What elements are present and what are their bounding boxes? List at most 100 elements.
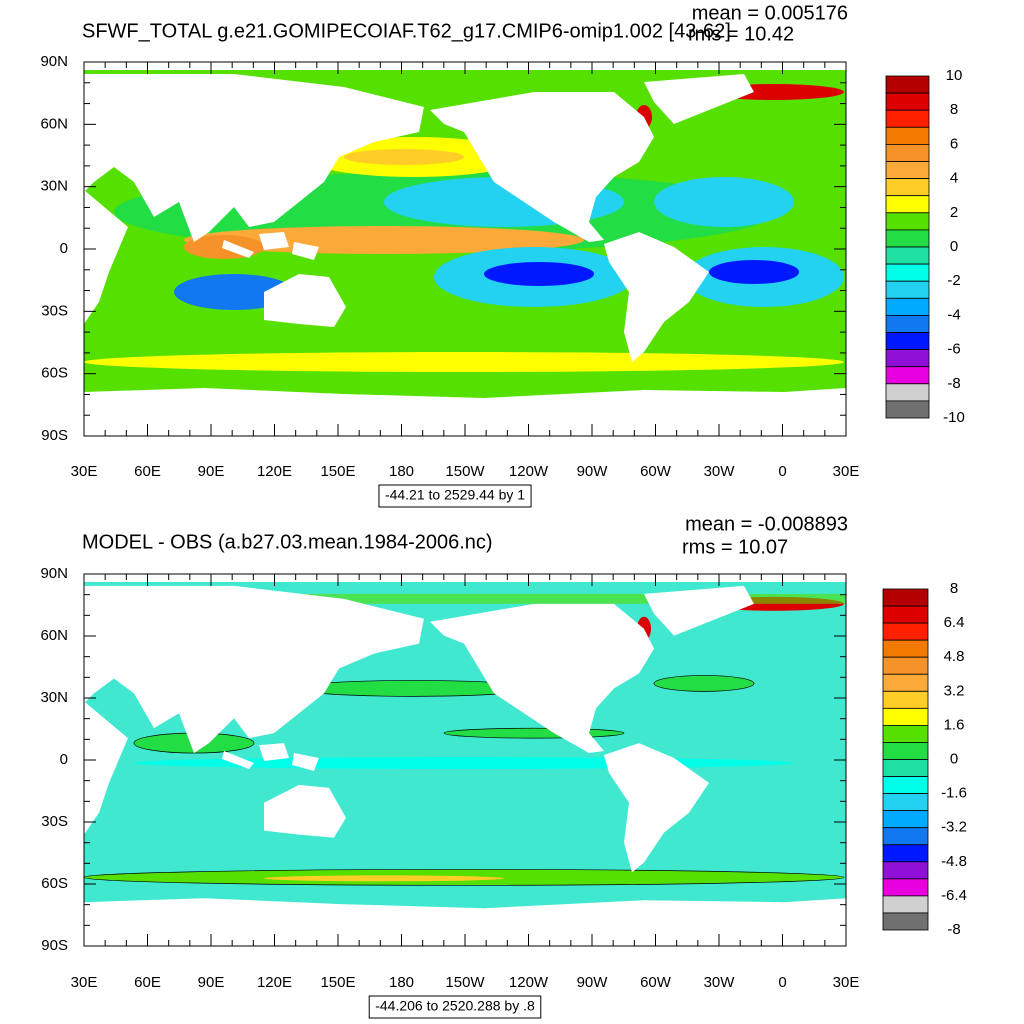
lon-label: 150E [320, 974, 355, 991]
lat-label: 0 [60, 240, 68, 257]
colorbar-box [885, 332, 930, 351]
colorbar-box [882, 725, 929, 743]
colorbar-label: 3.2 [944, 682, 965, 699]
lon-label: 0 [778, 974, 786, 991]
range-box [378, 484, 532, 508]
lon-label: 30E [71, 974, 98, 991]
range-label: -44.206 to 2520.288 by .8 [375, 998, 535, 1014]
colorbar-box [885, 280, 930, 299]
mean-label: mean = 0.005176 [692, 2, 848, 24]
lon-label: 120E [257, 463, 292, 480]
lon-label: 30W [704, 974, 736, 991]
colorbar-box [885, 161, 930, 180]
colorbar-box [882, 605, 929, 624]
colorbar-label: 8 [950, 580, 958, 597]
colorbar-label: -6 [947, 341, 960, 358]
lon-label: 30E [833, 463, 860, 480]
colorbar-box [885, 109, 930, 128]
lon-label: 60W [640, 463, 672, 480]
colorbar-box [882, 878, 929, 897]
colorbar-box [882, 742, 929, 760]
lon-label: 60W [640, 974, 672, 991]
lon-label: 60E [134, 463, 161, 480]
colorbar-label: 0 [950, 750, 958, 767]
lat-label: 90S [41, 937, 68, 954]
lon-label: 30E [71, 463, 98, 480]
colorbar-box [885, 383, 930, 402]
colorbar-label: -4 [947, 306, 960, 323]
range-box [368, 995, 542, 1019]
lon-label: 120E [257, 974, 292, 991]
lat-label: 60N [40, 627, 68, 644]
colorbar-box [882, 639, 929, 658]
lat-label: 90S [41, 427, 68, 444]
lat-label: 0 [60, 751, 68, 768]
panels: SFWF_TOTAL g.e21.GOMIPECOIAF.T62_g17.CMI… [40, 2, 967, 1019]
colorbar-label: -10 [943, 409, 965, 426]
lon-label: 90E [198, 974, 225, 991]
colorbar-box [882, 844, 929, 863]
lon-label: 120W [509, 463, 549, 480]
colorbar-box [882, 673, 929, 692]
colorbar-box [885, 297, 930, 316]
lon-label: 30W [704, 463, 736, 480]
colorbar-box [882, 827, 929, 846]
colorbar-label: -3.2 [941, 819, 967, 836]
colorbar-label: 4 [950, 170, 958, 187]
colorbar-box [885, 92, 930, 111]
map-panel: MODEL - OBS (a.b27.03.mean.1984-2006.nc)… [40, 513, 967, 1019]
colorbar-box [882, 776, 929, 794]
colorbar-box [882, 810, 929, 829]
lon-label: 180 [389, 463, 414, 480]
colorbar-label: -8 [947, 921, 960, 938]
colorbar-box [882, 656, 929, 675]
lon-label: 90W [577, 974, 609, 991]
lat-label: 30S [41, 813, 68, 830]
colorbar-label: 8 [950, 101, 958, 118]
map-panel: SFWF_TOTAL g.e21.GOMIPECOIAF.T62_g17.CMI… [40, 2, 965, 508]
colorbar-box [885, 212, 930, 231]
colorbar-box [885, 143, 930, 162]
lat-label: 60N [40, 115, 68, 132]
lat-label: 60S [41, 365, 68, 382]
colorbar-box [882, 861, 929, 880]
colorbar-box [885, 314, 930, 333]
map-field [84, 62, 846, 436]
lat-label: 90N [40, 565, 68, 582]
mean-label: mean = -0.008893 [685, 513, 848, 535]
colorbar-label: 10 [946, 67, 963, 84]
rms-label: rms = 10.07 [682, 536, 788, 558]
colorbar-label: 4.8 [944, 648, 965, 665]
colorbar-label: -2 [947, 272, 960, 289]
colorbar-label: -1.6 [941, 785, 967, 802]
colorbar-box [885, 366, 930, 385]
colorbar-box [885, 263, 930, 282]
colorbar-label: -4.8 [941, 853, 967, 870]
lat-label: 90N [40, 53, 68, 70]
colorbar-label: 2 [950, 204, 958, 221]
colorbar-box [885, 229, 930, 248]
colorbar-box [882, 759, 929, 777]
colorbar-label: 1.6 [944, 716, 965, 733]
lat-label: 60S [41, 875, 68, 892]
lon-label: 30E [833, 974, 860, 991]
lon-label: 120W [509, 974, 549, 991]
panel-title: SFWF_TOTAL g.e21.GOMIPECOIAF.T62_g17.CMI… [82, 20, 731, 42]
colorbar-label: -8 [947, 375, 960, 392]
lon-label: 150W [445, 974, 485, 991]
colorbar-box [885, 246, 930, 265]
colorbar-label: -6.4 [941, 887, 967, 904]
colorbar-box [885, 400, 930, 419]
colorbar-label: 0 [950, 238, 958, 255]
colorbar-box [885, 126, 930, 145]
lon-label: 0 [778, 463, 786, 480]
colorbar-label: 6.4 [944, 614, 965, 631]
colorbar-box [882, 895, 929, 914]
colorbar-box [885, 195, 930, 214]
colorbar-box [885, 349, 930, 368]
colorbar-box [882, 588, 929, 607]
lon-label: 90E [198, 463, 225, 480]
colorbar-box [882, 707, 929, 726]
map-field [84, 574, 846, 947]
